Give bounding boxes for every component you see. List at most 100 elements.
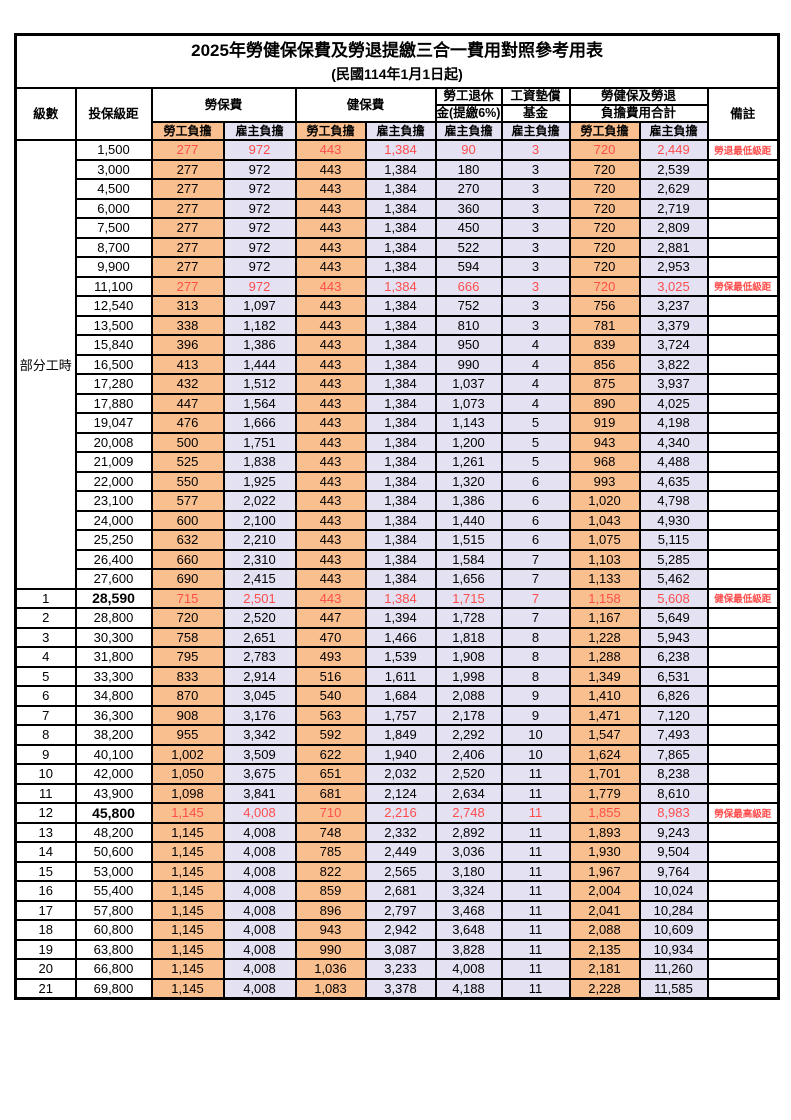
value-cell: 810: [434, 314, 503, 336]
remark-cell: [706, 470, 780, 492]
bracket-cell: 12,540: [74, 295, 153, 317]
value-cell: 9: [500, 704, 571, 726]
value-cell: 1,384: [364, 392, 437, 414]
value-cell: 3,841: [222, 782, 297, 804]
value-cell: 3,724: [638, 334, 709, 356]
value-cell: 5,115: [638, 529, 709, 551]
value-cell: 943: [568, 431, 641, 453]
value-cell: 1,384: [364, 178, 437, 200]
col-header-wage-fund-top: 工資墊償: [500, 87, 571, 106]
title-row: 2025年勞健保保費及勞退提繳三合一費用對照參考用表 (民國114年1月1日起): [14, 33, 780, 89]
value-cell: 1,288: [568, 646, 641, 668]
value-cell: 972: [222, 236, 297, 258]
value-cell: 1,384: [364, 197, 437, 219]
value-cell: 1,893: [568, 821, 641, 843]
table-row: 25,250 632 2,210 443 1,384 1,515 6 1,075 5,115: [16, 529, 780, 551]
table-row: 17,280 432 1,512 443 1,384 1,037 4 875 3,937: [16, 373, 780, 395]
value-cell: 3,233: [364, 958, 437, 980]
col-header-level: 級數: [14, 87, 77, 141]
value-cell: 870: [150, 685, 225, 707]
value-cell: 443: [294, 587, 367, 609]
remark-cell: [706, 548, 780, 570]
value-cell: 2,004: [568, 880, 641, 902]
value-cell: 600: [150, 509, 225, 531]
value-cell: 4,188: [434, 977, 503, 999]
value-cell: 4,025: [638, 392, 709, 414]
value-cell: 11: [500, 821, 571, 843]
value-cell: 972: [222, 217, 297, 239]
value-cell: 2,178: [434, 704, 503, 726]
value-cell: 7: [500, 548, 571, 570]
value-cell: 943: [294, 919, 367, 941]
value-cell: 4: [500, 392, 571, 414]
level-cell: 10: [14, 763, 77, 785]
value-cell: 443: [294, 217, 367, 239]
value-cell: 4,008: [222, 880, 297, 902]
table-row: 16 55,400 1,145 4,008 859 2,681 3,324 11 2,004 10…: [14, 880, 780, 902]
value-cell: 4: [500, 373, 571, 395]
value-cell: 2,032: [364, 763, 437, 785]
bracket-cell: 28,800: [74, 607, 153, 629]
level-cell: 4: [14, 646, 77, 668]
bracket-cell: 17,280: [74, 373, 153, 395]
table-row: 22,000 550 1,925 443 1,384 1,320 6 993 4,635: [16, 470, 780, 492]
level-cell: 15: [14, 860, 77, 882]
value-cell: 993: [568, 470, 641, 492]
value-cell: 540: [294, 685, 367, 707]
value-cell: 90: [434, 139, 503, 161]
bracket-cell: 57,800: [74, 899, 153, 921]
bracket-cell: 23,100: [74, 490, 153, 512]
value-cell: 758: [150, 626, 225, 648]
value-cell: 4,008: [222, 841, 297, 863]
col-header-bracket: 投保級距: [74, 87, 153, 141]
value-cell: 338: [150, 314, 225, 336]
level-cell: 6: [14, 685, 77, 707]
table-row: 9 40,100 1,002 3,509 622 1,940 2,406 10 1,624 7,8…: [14, 743, 780, 765]
subheader-wage-fund-employer: 雇主負擔: [500, 121, 571, 141]
value-cell: 2,797: [364, 899, 437, 921]
level-cell: 部分工時: [14, 139, 77, 590]
value-cell: 2,210: [222, 529, 297, 551]
remark-cell: [706, 412, 780, 434]
value-cell: 4,008: [222, 958, 297, 980]
value-cell: 1,444: [222, 353, 297, 375]
value-cell: 4,008: [222, 938, 297, 960]
value-cell: 720: [568, 197, 641, 219]
bracket-cell: 22,000: [74, 470, 153, 492]
value-cell: 2,449: [638, 139, 709, 161]
value-cell: 277: [150, 178, 225, 200]
bracket-cell: 45,800: [74, 802, 153, 824]
table-row: 19 63,800 1,145 4,008 990 3,087 3,828 11 2,135 10…: [14, 938, 780, 960]
remark-cell: 勞保最高級距: [706, 802, 780, 824]
value-cell: 1,512: [222, 373, 297, 395]
remark-cell: [706, 626, 780, 648]
value-cell: 5,649: [638, 607, 709, 629]
value-cell: 563: [294, 704, 367, 726]
bracket-cell: 24,000: [74, 509, 153, 531]
value-cell: 4,930: [638, 509, 709, 531]
value-cell: 11: [500, 782, 571, 804]
col-header-wage-fund-bottom: 基金: [500, 104, 571, 123]
value-cell: 1,228: [568, 626, 641, 648]
remark-cell: [706, 373, 780, 395]
value-cell: 2,228: [568, 977, 641, 999]
value-cell: 1,037: [434, 373, 503, 395]
value-cell: 1,384: [364, 490, 437, 512]
level-cell: 12: [14, 802, 77, 824]
level-cell: 14: [14, 841, 77, 863]
bracket-cell: 38,200: [74, 724, 153, 746]
table-row: 24,000 600 2,100 443 1,384 1,440 6 1,043 4,930: [16, 509, 780, 531]
value-cell: 1,384: [364, 587, 437, 609]
value-cell: 10: [500, 743, 571, 765]
table-row: 部分工時 1,500 277 972 443 1,384 90 3 720 2,449 勞退最低級距: [14, 139, 780, 590]
table-row: 11,100 277 972 443 1,384 666 3 720 3,025 勞保最低級距: [16, 275, 780, 297]
bracket-cell: 34,800: [74, 685, 153, 707]
bracket-cell: 4,500: [74, 178, 153, 200]
table-row: 17 57,800 1,145 4,008 896 2,797 3,468 11 2,041 10…: [14, 899, 780, 921]
value-cell: 1,715: [434, 587, 503, 609]
value-cell: 720: [568, 178, 641, 200]
bracket-cell: 8,700: [74, 236, 153, 258]
value-cell: 10,284: [638, 899, 709, 921]
value-cell: 10,934: [638, 938, 709, 960]
value-cell: 3,025: [638, 275, 709, 297]
